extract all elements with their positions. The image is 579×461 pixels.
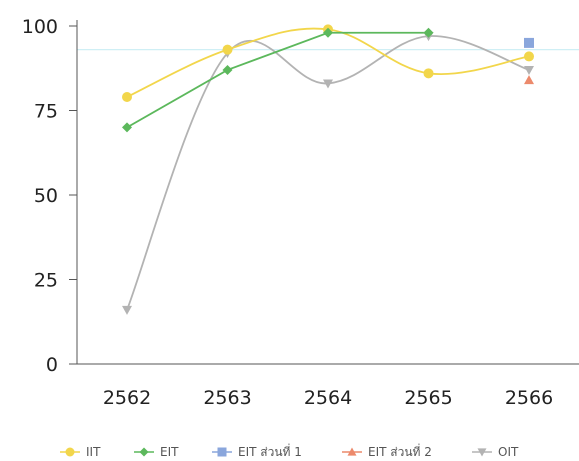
legend: IIT EIT EIT ส่วนที่ 1 EIT ส่วนที่ 2 OIT [60, 443, 519, 459]
data-point-IIT [524, 51, 534, 62]
x-tick-label: 2564 [304, 387, 352, 409]
legend-swatch-marker [217, 447, 227, 457]
legend-item: OIT [472, 445, 519, 459]
x-tick-label: 2563 [203, 387, 251, 409]
series-line-OIT [126, 35, 530, 311]
x-tick-label: 2566 [505, 387, 553, 409]
legend-swatch-marker [139, 447, 149, 457]
series-lines [126, 27, 530, 311]
data-point-IIT [423, 68, 434, 79]
data-point-OIT [122, 305, 132, 315]
y-tick-label: 25 [34, 270, 58, 292]
legend-item: EIT [134, 445, 179, 459]
legend-swatch-marker [347, 447, 357, 456]
legend-label: EIT ส่วนที่ 1 [238, 443, 302, 459]
legend-item: EIT ส่วนที่ 1 [212, 443, 302, 459]
legend-label: EIT [160, 445, 179, 459]
legend-item: IIT [60, 445, 101, 459]
series-markers [122, 24, 534, 315]
y-tick-label: 0 [46, 354, 58, 376]
legend-label: OIT [498, 445, 519, 459]
x-tick-label: 2562 [103, 387, 151, 409]
data-point-IIT [122, 91, 132, 102]
axes [69, 20, 579, 365]
data-point-EIT [222, 64, 233, 75]
y-tick-label: 75 [34, 101, 58, 123]
data-point-EIT ส่วนที่ 1 [524, 37, 534, 48]
x-tick-labels: 2562 2563 2564 2565 2566 [103, 387, 553, 409]
data-point-OIT [524, 65, 534, 75]
legend-swatch-marker [477, 448, 487, 457]
y-tick-labels: 0 25 50 75 100 [22, 16, 58, 376]
legend-label: IIT [86, 445, 101, 459]
data-point-EIT ส่วนที่ 2 [524, 75, 534, 85]
y-tick-label: 50 [34, 185, 58, 207]
y-tick-label: 100 [22, 16, 58, 38]
legend-swatch-marker [65, 447, 75, 457]
x-tick-label: 2565 [404, 387, 452, 409]
data-point-IIT [222, 44, 233, 55]
legend-item: EIT ส่วนที่ 2 [342, 443, 432, 459]
data-point-EIT [423, 27, 434, 38]
series-line-EIT [126, 31, 429, 129]
data-point-OIT [323, 79, 333, 89]
data-point-EIT [122, 122, 132, 133]
legend-label: EIT ส่วนที่ 2 [368, 443, 432, 459]
data-point-EIT [323, 27, 333, 38]
